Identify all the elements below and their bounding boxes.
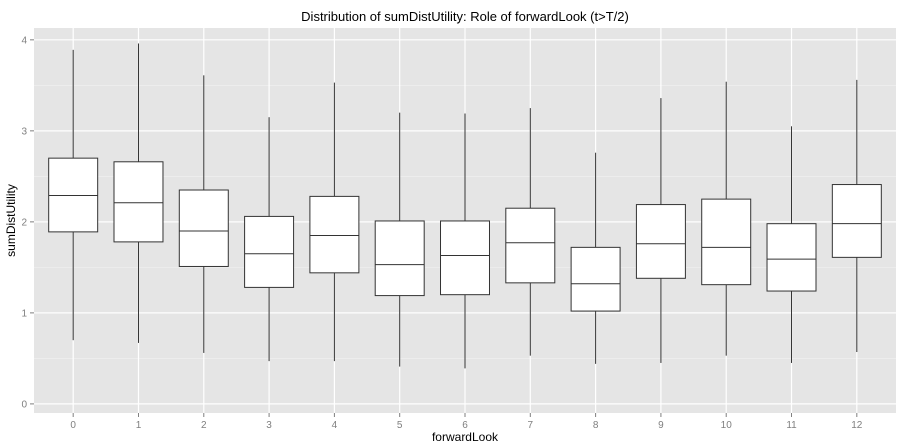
- interquartile-box: [113, 161, 164, 243]
- box-10: [701, 81, 752, 356]
- interquartile-box: [635, 204, 686, 279]
- interquartile-box: [374, 220, 425, 297]
- box-11: [766, 126, 817, 363]
- box-3: [244, 117, 295, 362]
- interquartile-box: [831, 184, 882, 258]
- box-5: [374, 112, 425, 367]
- interquartile-box: [178, 189, 229, 267]
- box-8: [570, 152, 621, 364]
- x-tick-label: 4: [332, 420, 338, 431]
- x-tick-label: 1: [136, 420, 142, 431]
- x-tick-label: 8: [593, 420, 599, 431]
- y-tick-label: 3: [21, 126, 27, 137]
- x-tick-label: 9: [658, 420, 664, 431]
- y-tick-label: 0: [21, 399, 27, 410]
- x-tick-label: 5: [397, 420, 403, 431]
- box-7: [505, 108, 556, 356]
- x-tick-label: 12: [851, 420, 863, 431]
- box-9: [635, 98, 686, 363]
- interquartile-box: [309, 195, 360, 274]
- x-tick-label: 6: [462, 420, 468, 431]
- interquartile-box: [701, 198, 752, 286]
- y-tick-label: 2: [21, 217, 27, 228]
- x-tick-label: 3: [266, 420, 272, 431]
- interquartile-box: [570, 246, 621, 312]
- y-axis-title: sumDistUtility: [4, 184, 18, 257]
- interquartile-box: [505, 207, 556, 284]
- box-1: [113, 43, 164, 343]
- y-tick-label: 4: [21, 35, 27, 46]
- box-0: [48, 49, 99, 341]
- boxes-layer: [48, 43, 882, 369]
- x-axis-title: forwardLook: [432, 430, 499, 444]
- box-12: [831, 79, 882, 353]
- box-2: [178, 75, 229, 353]
- x-tick-label: 11: [786, 420, 797, 431]
- interquartile-box: [244, 215, 295, 288]
- box-6: [440, 113, 490, 369]
- x-tick-label: 0: [70, 420, 76, 431]
- box-4: [309, 82, 360, 362]
- chart-title: Distribution of sumDistUtility: Role of …: [301, 9, 629, 24]
- x-tick-labels: 0 1 2 3 4 5 6 7 8 9 10 11 12: [70, 413, 863, 431]
- x-tick-label: 7: [528, 420, 534, 431]
- y-tick-labels: 0 1 2 3 4: [21, 35, 34, 410]
- interquartile-box: [766, 223, 817, 292]
- interquartile-box: [440, 220, 490, 296]
- y-tick-label: 1: [21, 308, 27, 319]
- x-tick-label: 10: [721, 420, 733, 431]
- x-tick-label: 2: [201, 420, 207, 431]
